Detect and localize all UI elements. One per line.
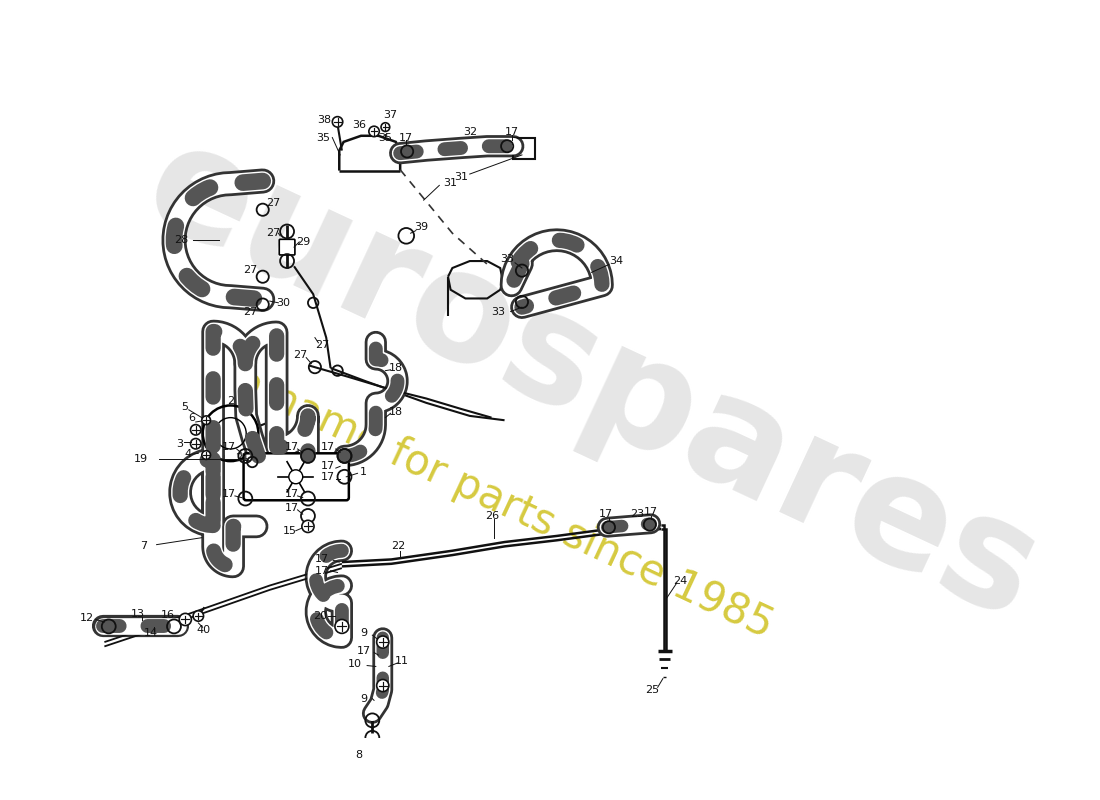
Text: 27: 27 [293,350,307,360]
Text: 17: 17 [505,127,519,138]
Text: 17: 17 [321,442,336,452]
Text: 39: 39 [414,222,428,232]
Circle shape [201,450,210,459]
Text: 27: 27 [266,228,280,238]
Text: 28: 28 [174,235,188,245]
Text: 18: 18 [388,406,403,417]
Text: 17: 17 [399,133,414,142]
Text: 17: 17 [644,507,658,518]
Text: 23: 23 [630,509,645,519]
Text: 36: 36 [352,120,366,130]
Text: 40: 40 [197,625,210,635]
Text: 33: 33 [500,254,514,264]
Text: 17: 17 [321,462,336,471]
Text: 1: 1 [360,466,367,477]
Circle shape [332,117,343,127]
Circle shape [334,619,349,634]
Text: 3: 3 [177,438,184,449]
Text: 26: 26 [485,511,499,521]
Text: 34: 34 [608,256,623,266]
Text: 27: 27 [266,198,280,208]
FancyBboxPatch shape [243,454,349,500]
Text: 4: 4 [185,449,191,459]
Text: 17: 17 [356,646,371,656]
Text: 35: 35 [378,133,393,142]
Text: 29: 29 [297,237,310,247]
Text: 14: 14 [144,628,158,638]
Circle shape [289,470,302,484]
Text: 17: 17 [600,509,614,519]
Circle shape [179,614,191,626]
Text: 9: 9 [360,628,367,638]
Text: 12: 12 [80,613,95,622]
Circle shape [376,636,389,648]
Text: 30: 30 [276,298,289,308]
Text: 37: 37 [384,110,398,120]
Text: 17: 17 [222,442,235,452]
Text: 13: 13 [131,610,144,619]
Text: 6: 6 [188,413,195,422]
Text: 35: 35 [317,133,331,142]
Text: 38: 38 [318,115,331,125]
Text: 15: 15 [283,526,297,536]
Text: 33: 33 [492,306,506,317]
Circle shape [381,122,389,131]
Text: 18: 18 [388,363,403,373]
Text: 31: 31 [443,178,456,188]
Text: eurospares: eurospares [122,110,1060,653]
Text: 21: 21 [234,453,249,462]
Text: 17: 17 [315,566,329,576]
Circle shape [194,610,204,622]
Text: 10: 10 [348,659,362,669]
Text: 17: 17 [285,503,298,513]
Text: 32: 32 [463,127,477,138]
FancyBboxPatch shape [279,239,295,255]
Text: 17: 17 [321,472,336,482]
Text: 8: 8 [355,750,363,760]
Text: 27: 27 [243,265,257,274]
Text: 17: 17 [285,489,298,499]
Text: 27: 27 [243,306,257,317]
Circle shape [364,740,381,756]
Circle shape [190,438,201,449]
Text: 5: 5 [180,402,188,412]
Circle shape [201,416,210,425]
Text: 11: 11 [395,656,409,666]
Text: 7: 7 [140,542,147,551]
Circle shape [190,425,201,435]
Text: 27: 27 [315,339,329,350]
Text: 25: 25 [646,685,660,695]
Text: a name for parts since 1985: a name for parts since 1985 [229,359,780,646]
Circle shape [301,520,314,533]
Text: 20: 20 [314,611,327,621]
Text: 9: 9 [360,694,367,704]
Circle shape [376,679,389,692]
Text: 24: 24 [673,576,688,586]
Text: 17: 17 [222,489,235,499]
Text: 2: 2 [227,396,234,406]
Circle shape [368,126,379,137]
Text: 31: 31 [454,172,469,182]
Text: 22: 22 [392,542,406,551]
Text: 17: 17 [285,442,298,452]
Text: 17: 17 [315,554,329,563]
Text: 16: 16 [161,610,175,620]
Text: 19: 19 [134,454,148,464]
